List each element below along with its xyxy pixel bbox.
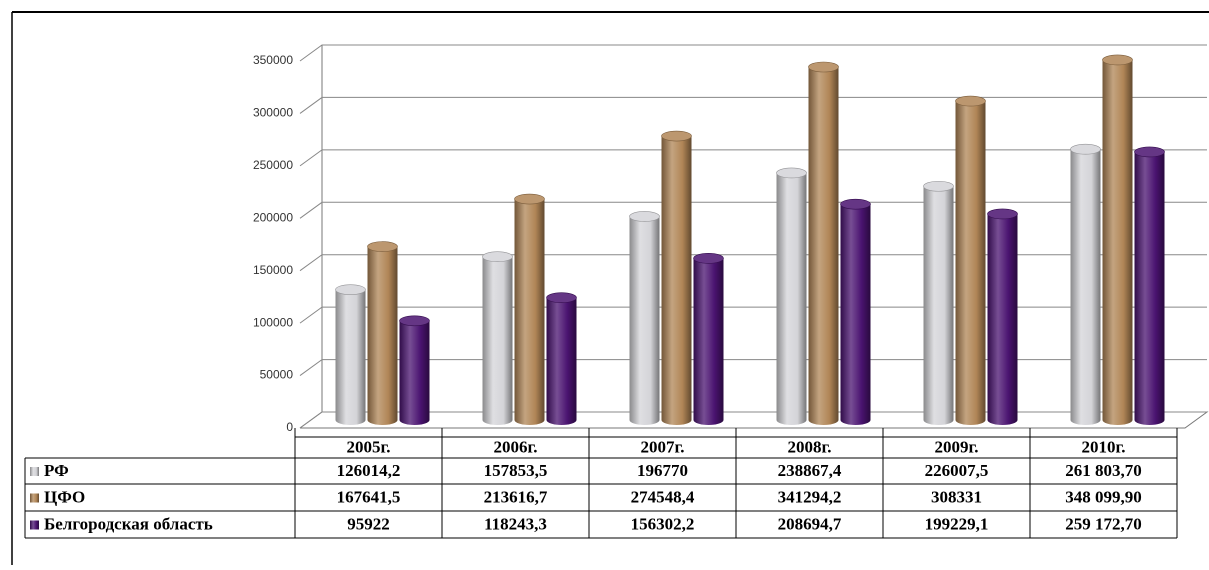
bar xyxy=(367,246,398,420)
data-label: 157853,5 xyxy=(484,461,548,480)
data-label: 95922 xyxy=(347,514,390,533)
bar xyxy=(546,297,577,420)
x-tick-label: 2005г. xyxy=(346,437,390,456)
bar-top xyxy=(629,211,660,222)
bar-top xyxy=(1102,54,1133,66)
bar-top xyxy=(776,167,807,179)
x-tick-label: 2009г. xyxy=(934,437,978,456)
grid-line xyxy=(299,201,1207,219)
x-tick-label: 2006г. xyxy=(493,437,537,456)
y-tick-label: 100000 xyxy=(253,315,293,329)
bar xyxy=(399,320,430,420)
bar-top xyxy=(808,61,839,73)
x-tick-label: 2010г. xyxy=(1081,437,1125,456)
bar xyxy=(1070,149,1101,421)
y-tick-label: 50000 xyxy=(260,368,294,382)
bar xyxy=(693,258,724,420)
bar-top xyxy=(399,315,430,327)
data-label: 261 803,70 xyxy=(1065,461,1142,480)
bar-top xyxy=(693,253,724,264)
grid-line xyxy=(299,359,1207,376)
bar-top xyxy=(923,180,954,192)
grid-line xyxy=(299,96,1207,114)
bar xyxy=(923,186,954,420)
bar-top xyxy=(840,198,871,210)
legend-label: Белгородская область xyxy=(44,514,213,533)
legend-label: ЦФО xyxy=(44,487,85,506)
grid-line xyxy=(299,254,1207,272)
bar-top xyxy=(1134,146,1165,158)
data-label: 341294,2 xyxy=(778,487,842,506)
data-label: 156302,2 xyxy=(631,514,695,533)
grid-line xyxy=(299,306,1207,324)
x-tick-label: 2007г. xyxy=(640,437,684,456)
bar-top xyxy=(955,95,986,107)
bar xyxy=(514,199,545,420)
data-label: 167641,5 xyxy=(337,487,401,506)
bar-top xyxy=(661,130,692,142)
data-label: 118243,3 xyxy=(484,514,547,533)
data-label: 348 099,90 xyxy=(1065,487,1142,506)
y-tick-label: 200000 xyxy=(253,210,293,224)
bar-top xyxy=(987,208,1018,220)
y-tick-label: 300000 xyxy=(253,106,293,120)
grid-line xyxy=(299,149,1207,167)
legend-label: РФ xyxy=(44,461,69,480)
bar xyxy=(661,136,692,420)
grid-line xyxy=(299,411,1207,429)
data-label: 238867,4 xyxy=(778,461,842,480)
bar-top xyxy=(1070,143,1101,155)
data-label: 196770 xyxy=(637,461,688,480)
legend-marker xyxy=(30,493,39,503)
bar xyxy=(1134,151,1165,420)
bar xyxy=(840,204,871,420)
data-label: 126014,2 xyxy=(337,461,401,480)
bar-top xyxy=(367,241,398,252)
data-label: 259 172,70 xyxy=(1065,514,1142,533)
bar xyxy=(482,256,513,420)
bar xyxy=(1102,59,1133,421)
data-label: 199229,1 xyxy=(925,514,989,533)
y-tick-label: 150000 xyxy=(253,263,293,277)
bar-top xyxy=(546,292,577,304)
bar-top xyxy=(514,193,545,205)
bar xyxy=(808,67,839,421)
y-tick-label: 350000 xyxy=(253,53,293,67)
bar xyxy=(987,213,1018,420)
bar xyxy=(955,101,986,420)
bar-top xyxy=(482,251,513,263)
x-tick-label: 2008г. xyxy=(787,437,831,456)
data-label: 213616,7 xyxy=(484,487,548,506)
legend-marker xyxy=(30,520,39,530)
y-tick-label: 250000 xyxy=(253,158,293,172)
data-label: 274548,4 xyxy=(631,487,695,506)
data-label: 226007,5 xyxy=(925,461,989,480)
bar xyxy=(335,289,366,420)
bar xyxy=(629,216,660,420)
bar xyxy=(776,172,807,420)
legend-marker xyxy=(30,467,39,476)
data-label: 308331 xyxy=(931,487,982,506)
y-tick-label: 0 xyxy=(286,420,293,434)
data-label: 208694,7 xyxy=(778,514,842,533)
bar-top xyxy=(335,284,366,295)
grid-line xyxy=(299,44,1207,62)
